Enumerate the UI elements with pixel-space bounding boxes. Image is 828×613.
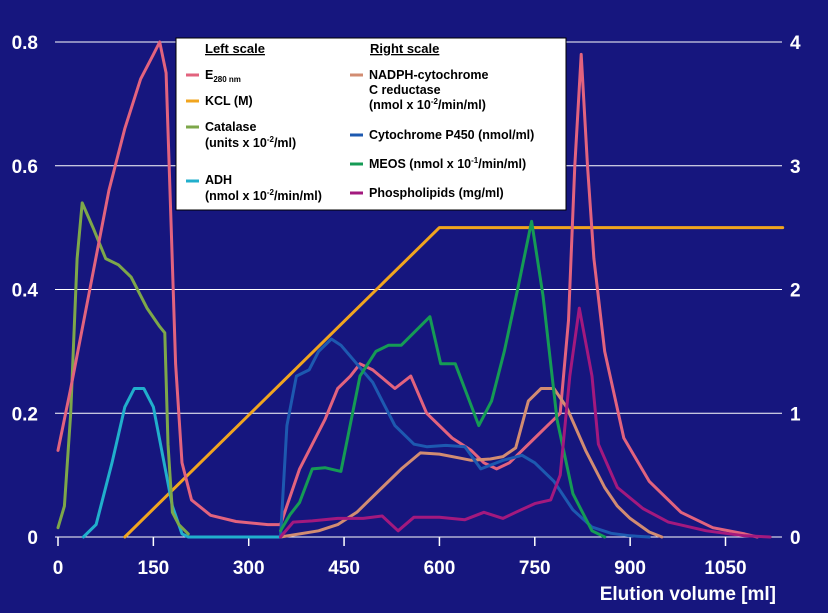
series-line-adh bbox=[81, 387, 282, 539]
y-right-tick-label: 3 bbox=[790, 157, 801, 178]
y-right-tick-label: 4 bbox=[790, 33, 801, 54]
x-tick-label: 300 bbox=[233, 558, 265, 579]
y-axis-right: 0 1 2 3 4 bbox=[790, 33, 801, 549]
y-right-tick-label: 1 bbox=[790, 404, 801, 425]
legend-left-header: Left scale bbox=[205, 41, 265, 56]
x-tick-label: 750 bbox=[519, 558, 551, 579]
y-right-tick-label: 2 bbox=[790, 281, 801, 302]
x-axis-label: Elution volume [ml] bbox=[600, 584, 776, 605]
series-line-kcl bbox=[123, 226, 785, 539]
legend: Left scale Right scale E280 nm KCL (M) Catal… bbox=[175, 37, 567, 211]
legend-label: NADPH-cytochrome bbox=[369, 68, 489, 82]
y-left-tick-label: 0 bbox=[27, 528, 38, 549]
legend-label: (nmol x 10-2/min/ml) bbox=[205, 188, 322, 203]
x-axis: 0 150 300 450 600 750 900 1050 bbox=[53, 537, 747, 579]
legend-label: MEOS (nmol x 10-1/min/ml) bbox=[369, 156, 526, 171]
legend-box bbox=[175, 37, 567, 211]
legend-label: Cytochrome P450 (nmol/ml) bbox=[369, 128, 534, 142]
y-left-tick-label: 0.4 bbox=[12, 281, 39, 302]
legend-label: ADH bbox=[205, 173, 232, 187]
legend-label: (nmol x 10-2/min/ml) bbox=[369, 97, 486, 112]
series-line-p450 bbox=[279, 337, 651, 539]
series-line-nadph bbox=[279, 387, 664, 539]
y-left-tick-label: 0.6 bbox=[12, 157, 38, 178]
legend-label: E280 nm bbox=[205, 68, 241, 84]
y-left-tick-label: 0.8 bbox=[12, 33, 38, 54]
legend-label: Catalase bbox=[205, 120, 256, 134]
series-line-meos bbox=[279, 219, 607, 539]
x-tick-label: 0 bbox=[53, 558, 64, 579]
legend-label: C reductase bbox=[369, 83, 441, 97]
series-layer bbox=[56, 40, 785, 539]
series-line-e280 bbox=[56, 40, 759, 539]
x-tick-label: 150 bbox=[138, 558, 170, 579]
x-tick-label: 600 bbox=[424, 558, 456, 579]
legend-label: KCL (M) bbox=[205, 94, 253, 108]
x-tick-label: 900 bbox=[614, 558, 646, 579]
legend-right-header: Right scale bbox=[370, 41, 439, 56]
legend-label: Phospholipids (mg/ml) bbox=[369, 186, 504, 200]
x-tick-label: 1050 bbox=[704, 558, 746, 579]
y-axis-left: 0 0.2 0.4 0.6 0.8 bbox=[12, 33, 39, 549]
x-tick-label: 450 bbox=[328, 558, 360, 579]
series-line-phospho bbox=[279, 306, 772, 539]
y-left-tick-label: 0.2 bbox=[12, 404, 38, 425]
legend-label: (units x 10-2/ml) bbox=[205, 135, 296, 150]
series-line-catalase bbox=[56, 201, 190, 536]
y-right-tick-label: 0 bbox=[790, 528, 801, 549]
